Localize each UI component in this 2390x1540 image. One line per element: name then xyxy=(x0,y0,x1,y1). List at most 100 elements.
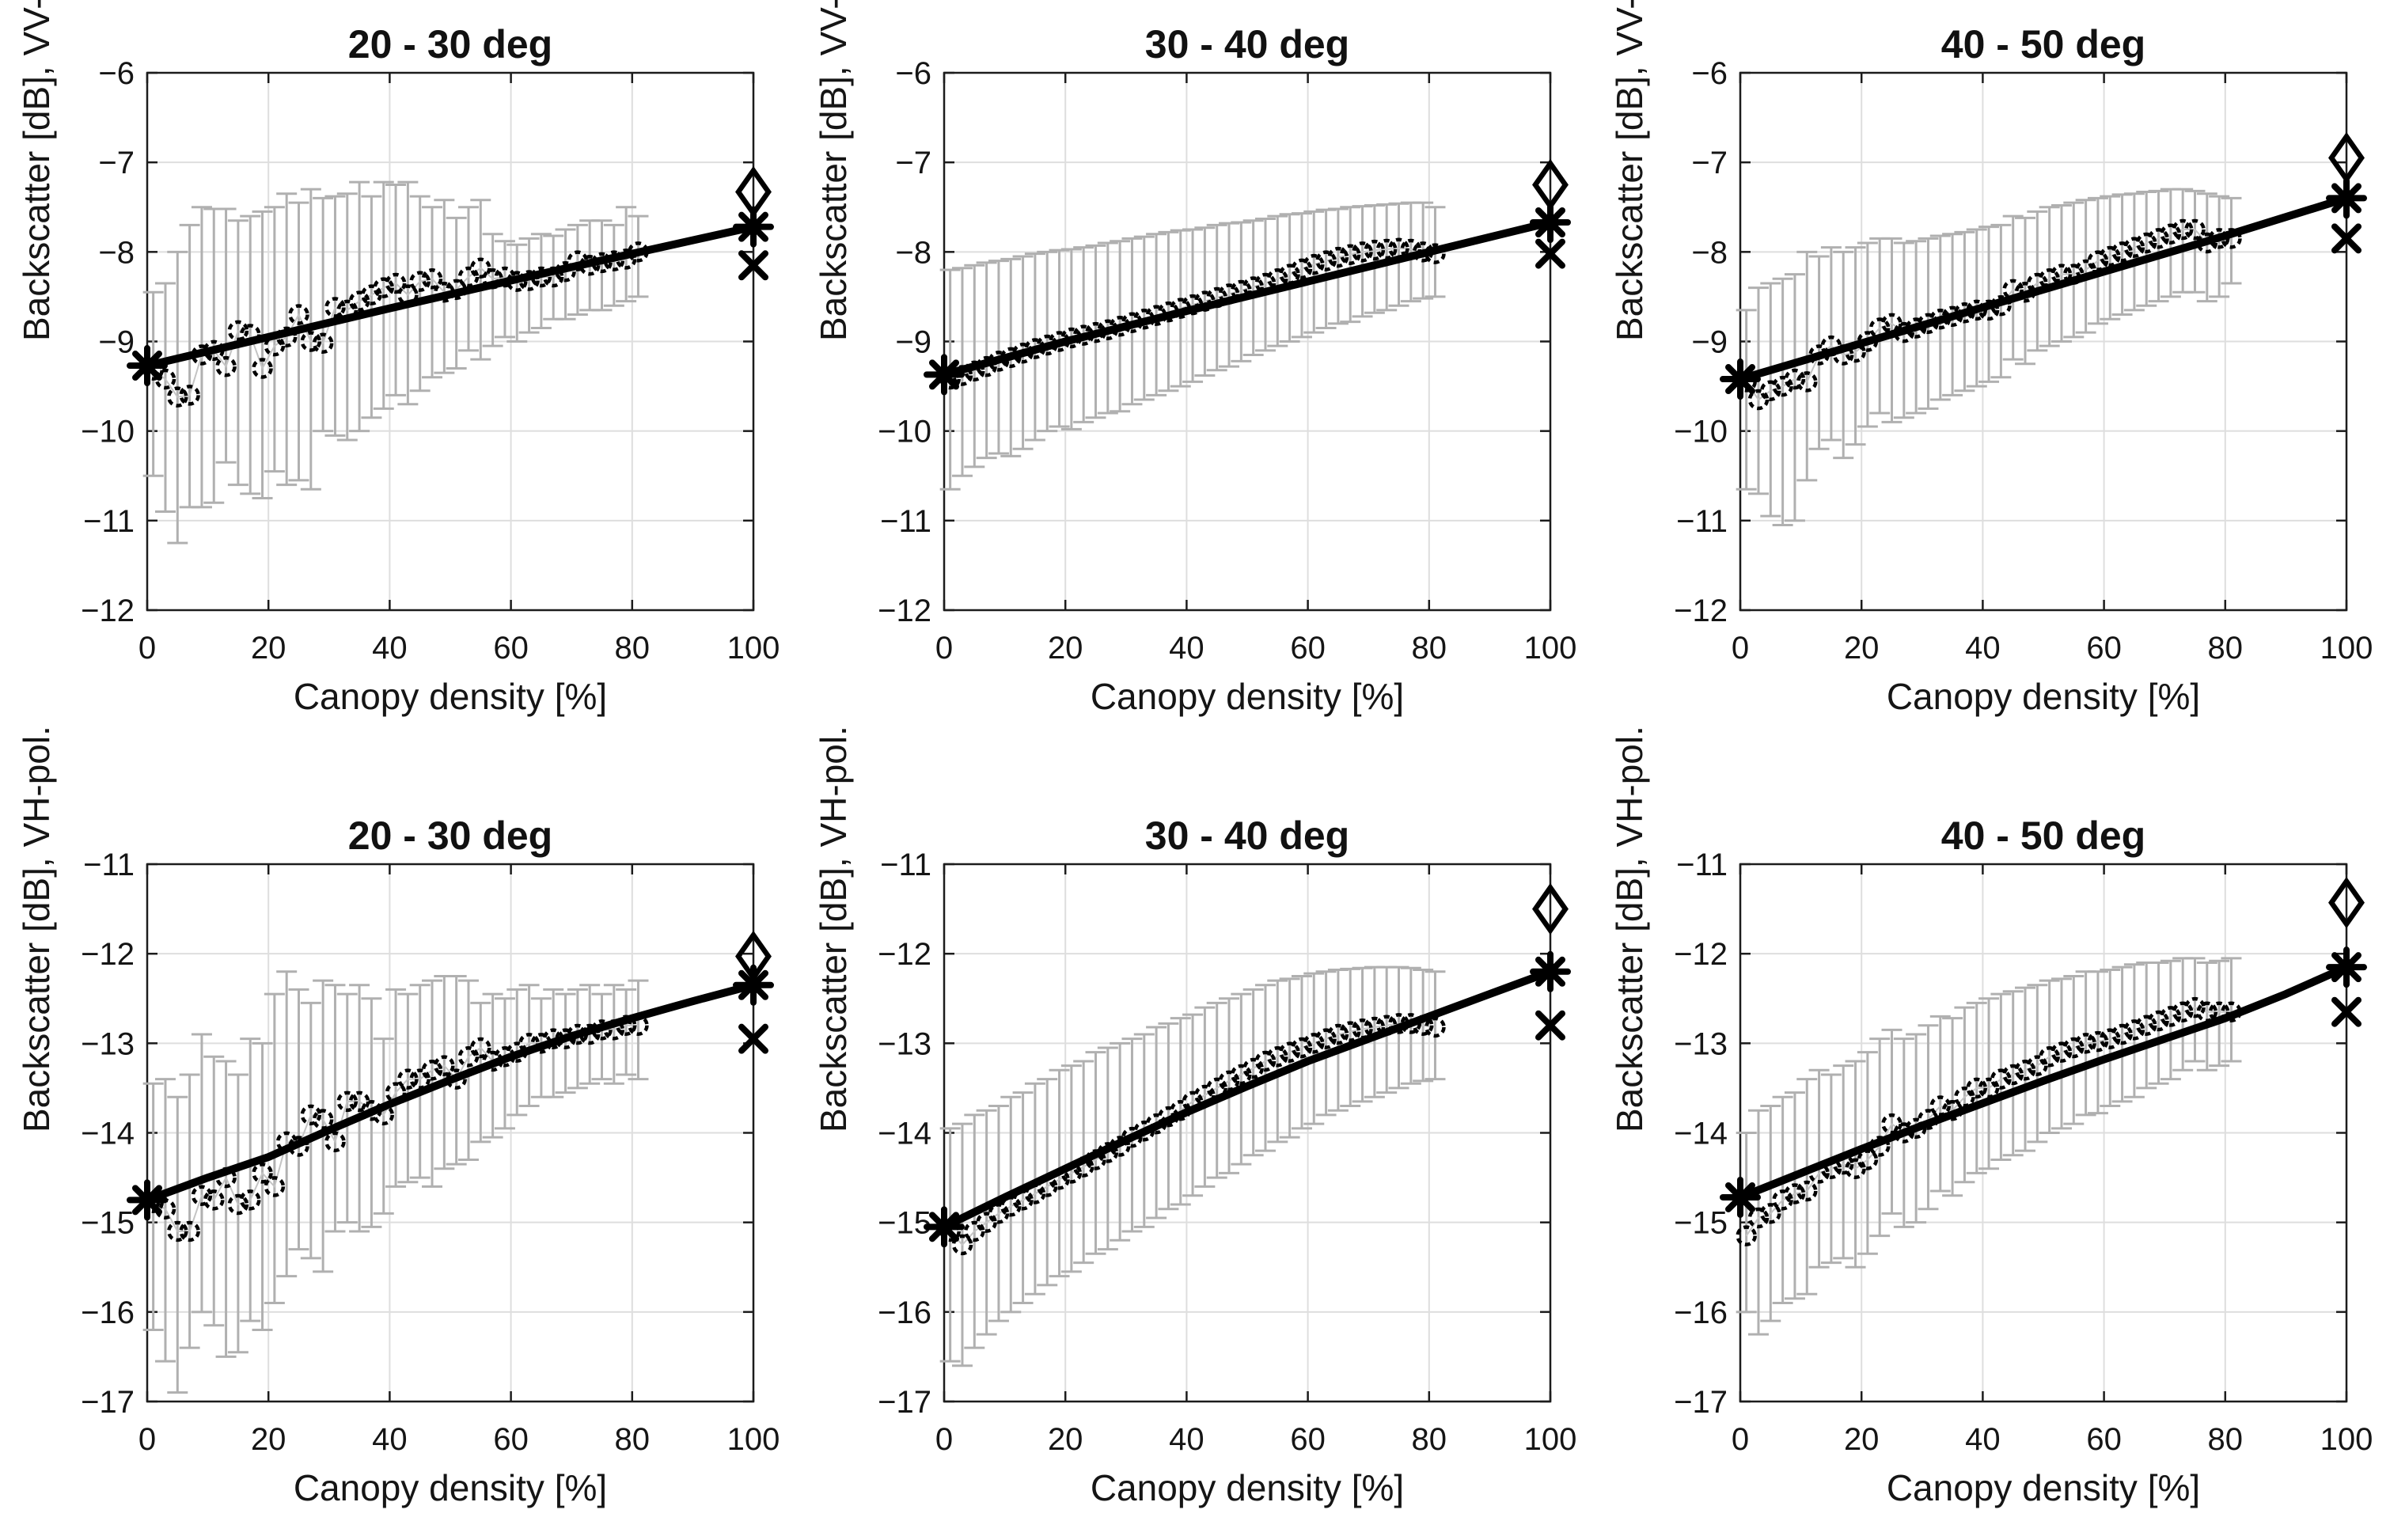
y-tick-label: −9 xyxy=(1691,325,1728,360)
subplot-vh-40-50deg: 40 - 50 deg Backscatter [dB], VH-pol. Ca… xyxy=(1609,726,2373,1508)
plot-area: 0 20 40 60 80 100 −17 −16 −15 −14 −13 −12 −11 xyxy=(878,848,1576,1457)
y-tick-label: −12 xyxy=(81,594,135,628)
asterisk-marker-x0 xyxy=(1720,1176,1761,1218)
y-tick-label: −7 xyxy=(1691,146,1728,180)
y-tick-label: −11 xyxy=(1676,504,1728,539)
asterisk-marker-x100 xyxy=(1530,950,1571,992)
asterisk-marker-x0 xyxy=(924,354,965,396)
y-tick-label: −11 xyxy=(1676,848,1728,882)
y-tick-label: −8 xyxy=(895,235,931,270)
y-tick-label: −8 xyxy=(1691,235,1728,270)
x-axis-label: Canopy density [%] xyxy=(293,1467,608,1508)
x-tick-label: 40 xyxy=(372,631,408,666)
x-tick-label: 100 xyxy=(727,631,780,666)
y-tick-label: −6 xyxy=(98,56,135,91)
x-tick-label: 0 xyxy=(1732,631,1749,666)
y-tick-label: −10 xyxy=(878,415,931,449)
y-tick-label: −12 xyxy=(878,937,931,972)
y-tick-label: −13 xyxy=(81,1026,135,1061)
y-tick-label: −9 xyxy=(98,325,135,360)
diamond-marker-x100 xyxy=(735,930,772,983)
plot-area: 0 20 40 60 80 100 −17 −16 −15 −14 −13 −12 −11 xyxy=(81,848,780,1457)
diamond-marker-x100 xyxy=(735,165,772,218)
y-tick-label: −12 xyxy=(81,937,135,972)
cross-marker-x100 xyxy=(1535,238,1565,269)
y-tick-label: −10 xyxy=(1674,415,1728,449)
y-tick-label: −16 xyxy=(878,1295,931,1330)
x-tick-label: 20 xyxy=(1844,1422,1880,1457)
y-tick-label: −15 xyxy=(878,1206,931,1241)
diamond-marker-x100 xyxy=(1532,158,1569,211)
x-tick-label: 0 xyxy=(1732,1422,1749,1457)
x-tick-label: 80 xyxy=(615,631,651,666)
y-tick-label: −16 xyxy=(81,1295,135,1330)
asterisk-marker-x0 xyxy=(127,345,168,387)
subplot-vv-40-50deg: 40 - 50 deg Backscatter [dB], VV-pol. Ca… xyxy=(1609,0,2373,717)
x-tick-label: 100 xyxy=(2320,1422,2373,1457)
subplot-vv-20-30deg: 20 - 30 deg Backscatter [dB], VV-pol. Ca… xyxy=(16,0,780,717)
x-tick-label: 60 xyxy=(2086,631,2122,666)
x-axis-label: Canopy density [%] xyxy=(293,676,608,717)
x-tick-label: 60 xyxy=(1290,1422,1326,1457)
x-tick-label: 100 xyxy=(1524,631,1577,666)
y-tick-label: −15 xyxy=(1674,1206,1728,1241)
plot-title: 40 - 50 deg xyxy=(1940,814,2146,858)
y-tick-label: −17 xyxy=(1674,1385,1728,1420)
y-tick-label: −11 xyxy=(880,848,931,882)
plot-area: 0 20 40 60 80 100 −12 −11 −10 −9 −8 −7 −6 xyxy=(81,56,780,666)
y-tick-label: −14 xyxy=(81,1117,135,1151)
x-tick-label: 60 xyxy=(493,1422,529,1457)
y-tick-label: −14 xyxy=(878,1117,931,1151)
x-tick-label: 40 xyxy=(1169,1422,1204,1457)
diamond-marker-x100 xyxy=(1532,882,1569,935)
x-tick-label: 60 xyxy=(493,631,529,666)
asterisk-marker-x0 xyxy=(1720,358,1761,400)
subplot-vh-30-40deg: 30 - 40 deg Backscatter [dB], VH-pol. Ca… xyxy=(813,726,1577,1508)
y-tick-label: −7 xyxy=(895,146,931,180)
plot-title: 30 - 40 deg xyxy=(1144,22,1350,66)
cross-marker-x100 xyxy=(2331,996,2362,1027)
y-tick-label: −6 xyxy=(1691,56,1728,91)
subplot-vv-30-40deg: 30 - 40 deg Backscatter [dB], VV-pol. Ca… xyxy=(813,0,1577,717)
cross-marker-x100 xyxy=(1535,1010,1565,1041)
x-tick-label: 0 xyxy=(935,1422,953,1457)
y-tick-label: −15 xyxy=(81,1206,135,1241)
y-tick-label: −8 xyxy=(98,235,135,270)
x-tick-label: 20 xyxy=(251,631,286,666)
plot-title: 40 - 50 deg xyxy=(1940,22,2146,66)
x-tick-label: 80 xyxy=(1412,631,1447,666)
plot-area: 0 20 40 60 80 100 −12 −11 −10 −9 −8 −7 −6 xyxy=(878,56,1576,666)
x-tick-label: 0 xyxy=(138,631,156,666)
x-tick-label: 20 xyxy=(251,1422,286,1457)
y-tick-label: −13 xyxy=(878,1026,931,1061)
diamond-marker-x100 xyxy=(2328,877,2365,929)
y-tick-label: −13 xyxy=(1674,1026,1728,1061)
x-axis-label: Canopy density [%] xyxy=(1090,676,1405,717)
plot-title: 20 - 30 deg xyxy=(347,22,553,66)
cross-marker-x100 xyxy=(738,1023,768,1054)
y-tick-label: −12 xyxy=(878,594,931,628)
x-tick-label: 20 xyxy=(1048,631,1083,666)
y-tick-label: −17 xyxy=(878,1385,931,1420)
asterisk-marker-x100 xyxy=(1530,201,1571,243)
y-tick-label: −10 xyxy=(81,415,135,449)
y-tick-label: −14 xyxy=(1674,1117,1728,1151)
x-tick-label: 0 xyxy=(138,1422,156,1457)
asterisk-marker-x100 xyxy=(2326,177,2367,219)
x-tick-label: 20 xyxy=(1048,1422,1083,1457)
y-tick-label: −12 xyxy=(1674,937,1728,972)
plot-area: 0 20 40 60 80 100 −12 −11 −10 −9 −8 −7 −6 xyxy=(1674,56,2373,666)
plot-area: 0 20 40 60 80 100 −17 −16 −15 −14 −13 −12 −11 xyxy=(1674,848,2373,1457)
x-tick-label: 80 xyxy=(615,1422,651,1457)
y-tick-label: −16 xyxy=(1674,1295,1728,1330)
x-tick-label: 20 xyxy=(1844,631,1880,666)
plot-title: 20 - 30 deg xyxy=(347,814,553,858)
x-tick-label: 60 xyxy=(1290,631,1326,666)
y-tick-label: −11 xyxy=(83,504,135,539)
y-tick-label: −6 xyxy=(895,56,931,91)
asterisk-marker-x0 xyxy=(127,1179,168,1221)
x-tick-label: 100 xyxy=(1524,1422,1577,1457)
y-tick-label: −11 xyxy=(880,504,931,539)
subplot-vh-20-30deg: 20 - 30 deg Backscatter [dB], VH-pol. Ca… xyxy=(16,726,780,1508)
